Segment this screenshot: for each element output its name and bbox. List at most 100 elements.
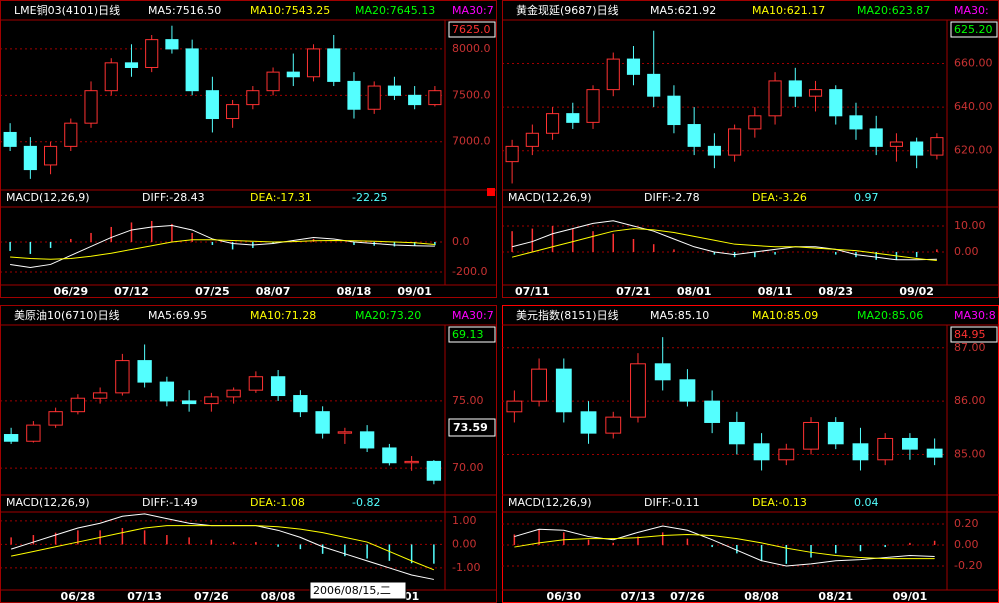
x-tick-label: 08/21 <box>818 590 853 603</box>
y-tick-label: 0.00 <box>954 245 979 258</box>
candle-body <box>654 363 671 381</box>
indicator-label: MA5:85.10 <box>650 309 709 322</box>
candle-body <box>506 400 523 413</box>
candle-body <box>428 90 442 106</box>
indicator-label: MA5:7516.50 <box>148 4 221 17</box>
candle-body <box>902 437 918 450</box>
macd-value-label: 0.04 <box>854 496 879 509</box>
y-tick-label: 0.0 <box>452 235 470 248</box>
candle-body <box>753 443 770 461</box>
dea-line <box>514 533 935 560</box>
macd-title: MACD(12,26,9) <box>508 191 592 204</box>
candle-body <box>768 80 782 117</box>
x-tick-label: 08/11 <box>758 285 793 298</box>
dea-line <box>10 239 435 260</box>
y-tick-label: 7500.0 <box>452 88 491 101</box>
indicator-label: MA10:621.17 <box>752 4 825 17</box>
y-tick-label: -1.00 <box>452 561 480 574</box>
indicator-label: MA5:69.95 <box>148 309 207 322</box>
x-tick-label: 07/26 <box>194 590 229 603</box>
candle-body <box>246 90 260 106</box>
x-tick-label: 07/13 <box>621 590 656 603</box>
candle-body <box>930 137 944 156</box>
candle-body <box>586 89 600 123</box>
panel-frame <box>0 0 497 298</box>
candle-body <box>606 58 620 91</box>
indicator-label: MA30:8 <box>954 309 996 322</box>
candle-body <box>852 443 869 461</box>
x-tick-label: 08/18 <box>337 285 372 298</box>
last-price-box <box>950 21 998 38</box>
candle-body <box>626 58 641 75</box>
candle-body <box>889 141 904 147</box>
y-tick-label: 7000.0 <box>452 135 491 148</box>
y-tick-label: 620.00 <box>954 144 993 157</box>
macd-title: MACD(12,26,9) <box>508 496 592 509</box>
macd-diff-label: DIFF:-28.43 <box>142 191 205 204</box>
x-tick-label: 08/07 <box>256 285 291 298</box>
y-tick-label: 10.00 <box>954 219 986 232</box>
cursor-price-box <box>448 418 496 437</box>
x-tick-label: 07/12 <box>114 285 149 298</box>
candle-body <box>327 48 341 82</box>
candle-body <box>808 89 823 97</box>
indicator-label: MA20:7645.13 <box>355 4 435 17</box>
panel-title: 美元指数(8151)日线 <box>516 308 619 322</box>
candle-body <box>382 447 397 464</box>
candle-body <box>546 113 560 134</box>
candle-body <box>286 71 300 78</box>
macd-diff-label: DIFF:-1.49 <box>142 496 198 509</box>
panel-title: LME铜03(4101)日线 <box>14 3 120 17</box>
candle-body <box>505 145 519 163</box>
candle-body <box>667 95 681 126</box>
x-tick-label: 08/08 <box>261 590 296 603</box>
indicator-label: MA20:85.06 <box>857 309 923 322</box>
candle-body <box>869 128 883 147</box>
diff-line <box>511 220 937 261</box>
y-tick-label: -0.20 <box>954 559 982 572</box>
x-tick-label: 07/11 <box>515 285 550 298</box>
cursor-price-label: 73.59 <box>453 421 488 434</box>
x-tick-label: 07/13 <box>127 590 162 603</box>
panel-title: 美原油10(6710)日线 <box>14 308 120 322</box>
last-price-label: 69.13 <box>452 328 484 341</box>
indicator-label: MA20:73.20 <box>355 309 421 322</box>
last-price-label: 7625.0 <box>452 23 491 36</box>
macd-value-label: 0.97 <box>854 191 879 204</box>
macd-title: MACD(12,26,9) <box>6 496 90 509</box>
candle-body <box>44 145 58 166</box>
macd-diff-label: DIFF:-0.11 <box>644 496 700 509</box>
candle-body <box>687 124 701 147</box>
candle-body <box>748 115 762 130</box>
x-tick-label: 09/01 <box>397 285 432 298</box>
y-tick-label: 85.00 <box>954 447 986 460</box>
candle-body <box>226 104 240 120</box>
candle-body <box>426 460 442 481</box>
candle-body <box>145 39 159 68</box>
indicator-label: MA30:7 <box>452 4 494 17</box>
candle-body <box>803 421 819 450</box>
candle-body <box>64 122 78 147</box>
marker <box>487 188 495 196</box>
candle-body <box>704 400 721 423</box>
candle-body <box>555 368 572 413</box>
y-tick-label: 0.00 <box>954 538 979 551</box>
candle-body <box>248 376 264 391</box>
candle-body <box>910 141 924 156</box>
candle-body <box>315 411 330 434</box>
y-tick-label: 86.00 <box>954 394 986 407</box>
cursor-date-label: 2006/08/15,二 <box>313 584 391 597</box>
x-tick-label: 09/01 <box>893 590 928 603</box>
candle-body <box>124 62 139 68</box>
x-tick-label: 07/26 <box>670 590 705 603</box>
candle-body <box>347 80 361 110</box>
macd-title: MACD(12,26,9) <box>6 191 90 204</box>
candle-body <box>3 131 17 147</box>
last-price-box <box>448 21 496 38</box>
y-tick-label: 70.00 <box>452 461 484 474</box>
candle-body <box>367 85 381 110</box>
candle-body <box>48 411 63 426</box>
